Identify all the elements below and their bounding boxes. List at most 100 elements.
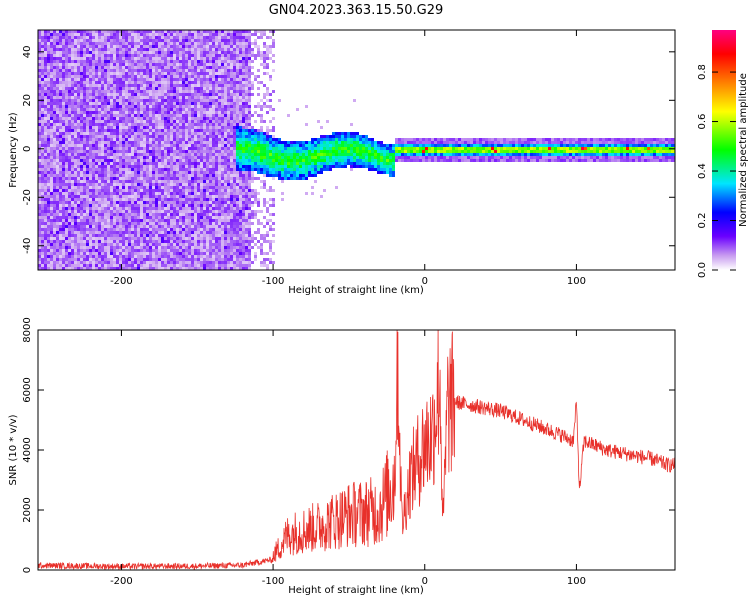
spectrogram-cell-2115 xyxy=(116,135,119,138)
spectrogram-cell-3495 xyxy=(167,195,170,198)
spectrogram-cell-2424 xyxy=(128,102,131,105)
spectrogram-cell-1571 xyxy=(95,183,98,186)
spectrogram-cell-2775 xyxy=(140,195,143,198)
spectrogram-cell-3573 xyxy=(170,189,173,192)
spectrogram-cell-1747 xyxy=(101,231,104,234)
spectrogram-cell-318 xyxy=(47,264,50,267)
spectrogram-cell-546 xyxy=(56,228,59,231)
spectrogram-cell-3447 xyxy=(167,51,170,54)
spectrogram-cell-3524 xyxy=(170,42,173,45)
spectrogram-cell-858 xyxy=(68,204,71,207)
spectrogram-cell-914 xyxy=(71,132,74,135)
spectrogram-cell-214 xyxy=(44,192,47,195)
spectrogram-cell-2768 xyxy=(140,174,143,177)
spectrogram-cell-3465 xyxy=(167,105,170,108)
spectrogram-cell-4453 xyxy=(203,189,206,192)
spectrogram-cell-1917 xyxy=(107,261,110,264)
spectrogram-cell-1364 xyxy=(89,42,92,45)
spectrogram-cell-1093 xyxy=(77,189,80,192)
spectrogram-cell-1194 xyxy=(80,252,83,255)
spectrogram-cell-1374 xyxy=(89,72,92,75)
spectrogram-cell-1795 xyxy=(104,135,107,138)
spectrogram-cell-4974 xyxy=(224,72,227,75)
spectrogram-cell-4989 xyxy=(224,117,227,120)
spectrogram-cell-2586 xyxy=(134,108,137,111)
spectrogram-cell-2909 xyxy=(146,117,149,120)
spectrogram-cell-4532 xyxy=(206,186,209,189)
spectrogram-cell-4502 xyxy=(206,96,209,99)
spectrogram-cell-822 xyxy=(68,96,71,99)
spectrogram-cell-2422 xyxy=(128,96,131,99)
spectrogram-cell-4700 xyxy=(212,210,215,213)
spectrogram-cell-4943 xyxy=(221,219,224,222)
spectrogram-cell-4294 xyxy=(197,192,200,195)
spectrogram-cell-4751 xyxy=(215,123,218,126)
spectrogram-cell-2949 xyxy=(146,237,149,240)
spectrogram-cell-477 xyxy=(53,261,56,264)
spectrogram-cell-2251 xyxy=(122,63,125,66)
spectrogram-cell-4043 xyxy=(188,159,191,162)
spectrogram-cell-4610 xyxy=(209,180,212,183)
spectrogram-cell-4708 xyxy=(212,234,215,237)
spectrogram-cell-324 xyxy=(50,42,53,45)
spectrogram-cell-3422 xyxy=(164,216,167,219)
spectrogram-cell-3111 xyxy=(152,243,155,246)
spectrogram-cell-374 xyxy=(50,192,53,195)
spectrogram-cell-3453 xyxy=(167,69,170,72)
spectrogram-cell-1446 xyxy=(92,48,95,51)
spectrogram-cell-372 xyxy=(50,186,53,189)
spectrogram-cell-1468 xyxy=(92,114,95,117)
spectrogram-cell-4808 xyxy=(218,54,221,57)
spectrogram-cell-2911 xyxy=(146,123,149,126)
spectrogram-cell-2963 xyxy=(149,39,152,42)
spectrogram-cell-3647 xyxy=(173,171,176,174)
spectrogram-cell-1375 xyxy=(89,75,92,78)
spectrogram-cell-1804 xyxy=(104,162,107,165)
spectrogram-cell-1951 xyxy=(110,123,113,126)
spectrogram-cell-4760 xyxy=(215,150,218,153)
spectrogram-cell-1408 xyxy=(89,174,92,177)
spectrogram-cell-2067 xyxy=(113,231,116,234)
spectrogram-cell-2401 xyxy=(128,33,131,36)
spectrogram-cell-2095 xyxy=(116,75,119,78)
spectrogram-cell-4886 xyxy=(221,48,224,51)
spectrogram-cell-1205 xyxy=(83,45,86,48)
spectrogram-cell-765 xyxy=(65,165,68,168)
spectrogram-cell-240 xyxy=(47,30,50,33)
spectrogram-cell-434 xyxy=(53,132,56,135)
spectrogram-cell-1055 xyxy=(77,75,80,78)
spectrogram-cell-3142 xyxy=(155,96,158,99)
spectrogram-cell-2815 xyxy=(143,75,146,78)
spectrogram-cell-380 xyxy=(50,210,53,213)
spectrogram-cell-657 xyxy=(62,81,65,84)
spectrogram-cell-280 xyxy=(47,150,50,153)
spectrogram-cell-634 xyxy=(59,252,62,255)
spectrogram-cell-4844 xyxy=(218,162,221,165)
spectrogram-cell-210 xyxy=(44,180,47,183)
spectrogram-cell-1151 xyxy=(80,123,83,126)
spectrogram-cell-799 xyxy=(65,267,68,270)
spectrogram-cell-1422 xyxy=(89,216,92,219)
spectrogram-cell-48 xyxy=(38,174,41,177)
spectrogram-cell-3565 xyxy=(170,165,173,168)
spectrogram-cell-2284 xyxy=(122,162,125,165)
spectrogram-cell-916 xyxy=(71,138,74,141)
spectrogram-cell-814 xyxy=(68,72,71,75)
spectrogram-cell-1981 xyxy=(110,213,113,216)
spectrogram-cell-4092 xyxy=(191,66,194,69)
spectrogram-cell-3792 xyxy=(179,126,182,129)
spectrogram-cell-4579 xyxy=(209,87,212,90)
spectrogram-cell-4155 xyxy=(191,255,194,258)
spectrogram-cell-3812 xyxy=(179,186,182,189)
spectrogram-cell-98 xyxy=(41,84,44,87)
spectrogram-cell-3092 xyxy=(152,186,155,189)
spectrogram-cell-1392 xyxy=(89,126,92,129)
spectrogram-cell-852 xyxy=(68,186,71,189)
spectrogram-cell-1300 xyxy=(86,90,89,93)
spectrogram-cell-2428 xyxy=(128,114,131,117)
spectrogram-cell-2670 xyxy=(137,120,140,123)
spectrogram-cell-4288 xyxy=(197,174,200,177)
spectrogram-cell-1052 xyxy=(77,66,80,69)
spectrogram-cell-2798 xyxy=(140,264,143,267)
spectrogram-cell-4369 xyxy=(200,177,203,180)
